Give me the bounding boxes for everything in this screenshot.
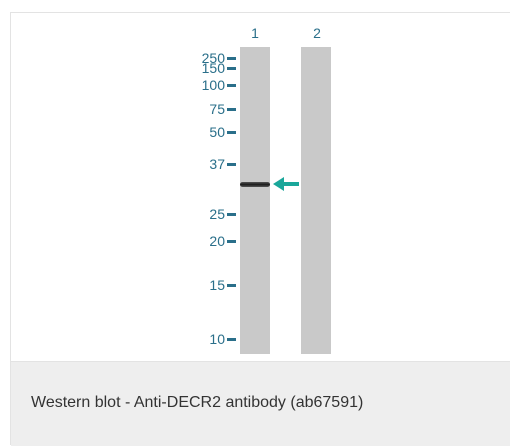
figure-caption: Western blot - Anti-DECR2 antibody (ab67… — [31, 394, 364, 411]
marker-label-20: 20 — [209, 233, 225, 249]
marker-label-75: 75 — [209, 101, 225, 117]
lane-label-2: 2 — [313, 25, 321, 41]
marker-tick-100 — [227, 84, 236, 87]
marker-label-100: 100 — [201, 77, 225, 93]
western-blot-figure[interactable]: 1 2 250 150 100 75 50 37 25 20 15 10 — [11, 13, 510, 361]
marker-tick-250 — [227, 57, 236, 60]
lane-1 — [240, 47, 270, 354]
caption-bar: Western blot - Anti-DECR2 antibody (ab67… — [11, 361, 510, 446]
marker-label-37: 37 — [209, 156, 225, 172]
arrow-left-icon — [273, 177, 299, 191]
marker-tick-20 — [227, 240, 236, 243]
marker-label-10: 10 — [209, 331, 225, 347]
marker-tick-37 — [227, 163, 236, 166]
lane-label-1: 1 — [251, 25, 259, 41]
marker-tick-50 — [227, 131, 236, 134]
marker-tick-150 — [227, 67, 236, 70]
marker-label-50: 50 — [209, 124, 225, 140]
marker-tick-25 — [227, 213, 236, 216]
marker-tick-10 — [227, 338, 236, 341]
protein-band — [240, 182, 270, 187]
marker-label-150: 150 — [201, 60, 225, 76]
marker-label-250: 250 — [201, 50, 225, 66]
lane-2 — [301, 47, 331, 354]
marker-tick-75 — [227, 108, 236, 111]
marker-label-15: 15 — [209, 277, 225, 293]
marker-tick-15 — [227, 284, 236, 287]
image-card: 1 2 250 150 100 75 50 37 25 20 15 10 Western blot… — [10, 12, 510, 446]
marker-label-25: 25 — [209, 206, 225, 222]
